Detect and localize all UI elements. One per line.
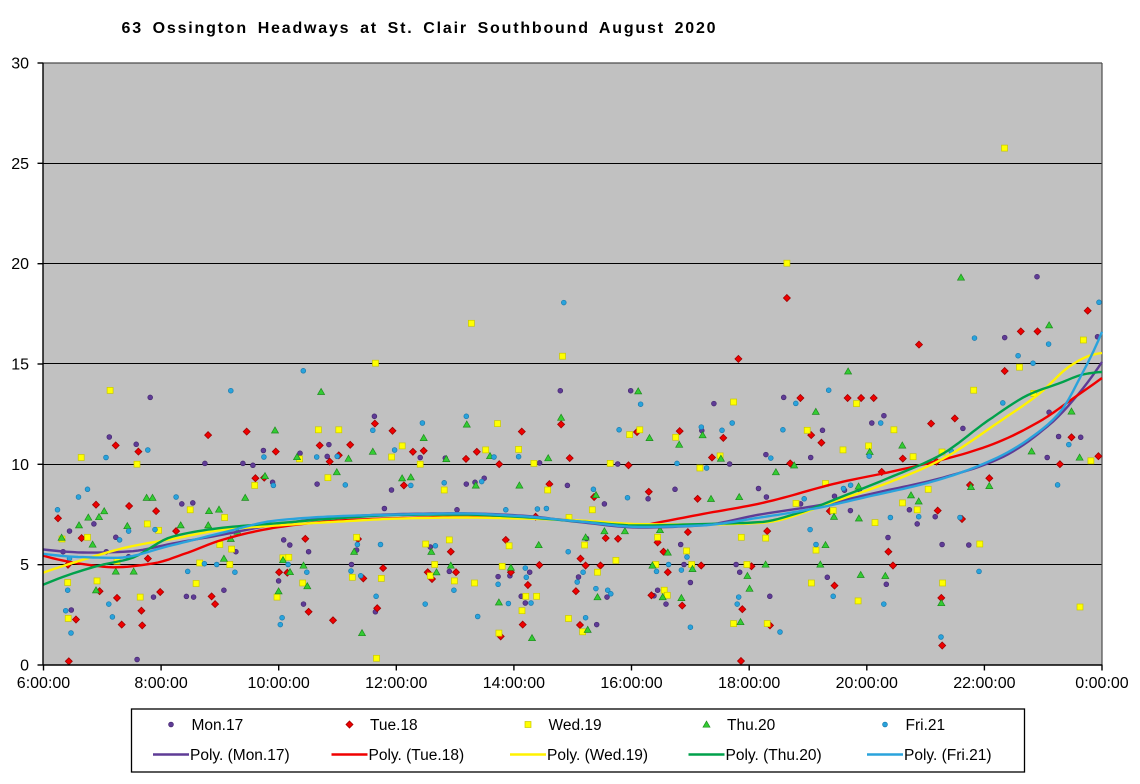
svg-text:14:00:00: 14:00:00	[483, 675, 545, 692]
svg-text:20: 20	[11, 256, 29, 273]
svg-text:Poly. (Tue.18): Poly. (Tue.18)	[369, 747, 465, 764]
svg-text:10:00:00: 10:00:00	[248, 675, 310, 692]
svg-text:Poly. (Wed.19): Poly. (Wed.19)	[547, 747, 648, 764]
svg-text:20:00:00: 20:00:00	[836, 675, 898, 692]
svg-text:25: 25	[11, 156, 29, 173]
svg-text:Thu.20: Thu.20	[727, 717, 776, 734]
svg-text:22:00:00: 22:00:00	[953, 675, 1015, 692]
svg-text:Wed.19: Wed.19	[549, 717, 602, 734]
svg-text:63 Ossington Headways at St. C: 63 Ossington Headways at St. Clair South…	[122, 20, 718, 37]
svg-text:12:00:00: 12:00:00	[365, 675, 427, 692]
svg-text:Fri.21: Fri.21	[906, 717, 946, 734]
svg-text:0:00:00: 0:00:00	[1075, 675, 1128, 692]
svg-text:18:00:00: 18:00:00	[718, 675, 780, 692]
svg-text:30: 30	[11, 56, 29, 73]
svg-text:Poly. (Thu.20): Poly. (Thu.20)	[726, 747, 822, 764]
svg-text:0: 0	[20, 658, 29, 675]
svg-text:Tue.18: Tue.18	[370, 717, 418, 734]
svg-text:Mon.17: Mon.17	[192, 717, 244, 734]
svg-text:15: 15	[11, 357, 29, 374]
svg-text:5: 5	[20, 557, 29, 574]
svg-text:10: 10	[11, 457, 29, 474]
svg-text:8:00:00: 8:00:00	[134, 675, 187, 692]
svg-text:6:00:00: 6:00:00	[17, 675, 70, 692]
svg-text:16:00:00: 16:00:00	[600, 675, 662, 692]
svg-text:Poly. (Fri.21): Poly. (Fri.21)	[904, 747, 992, 764]
svg-text:Poly. (Mon.17): Poly. (Mon.17)	[190, 747, 290, 764]
